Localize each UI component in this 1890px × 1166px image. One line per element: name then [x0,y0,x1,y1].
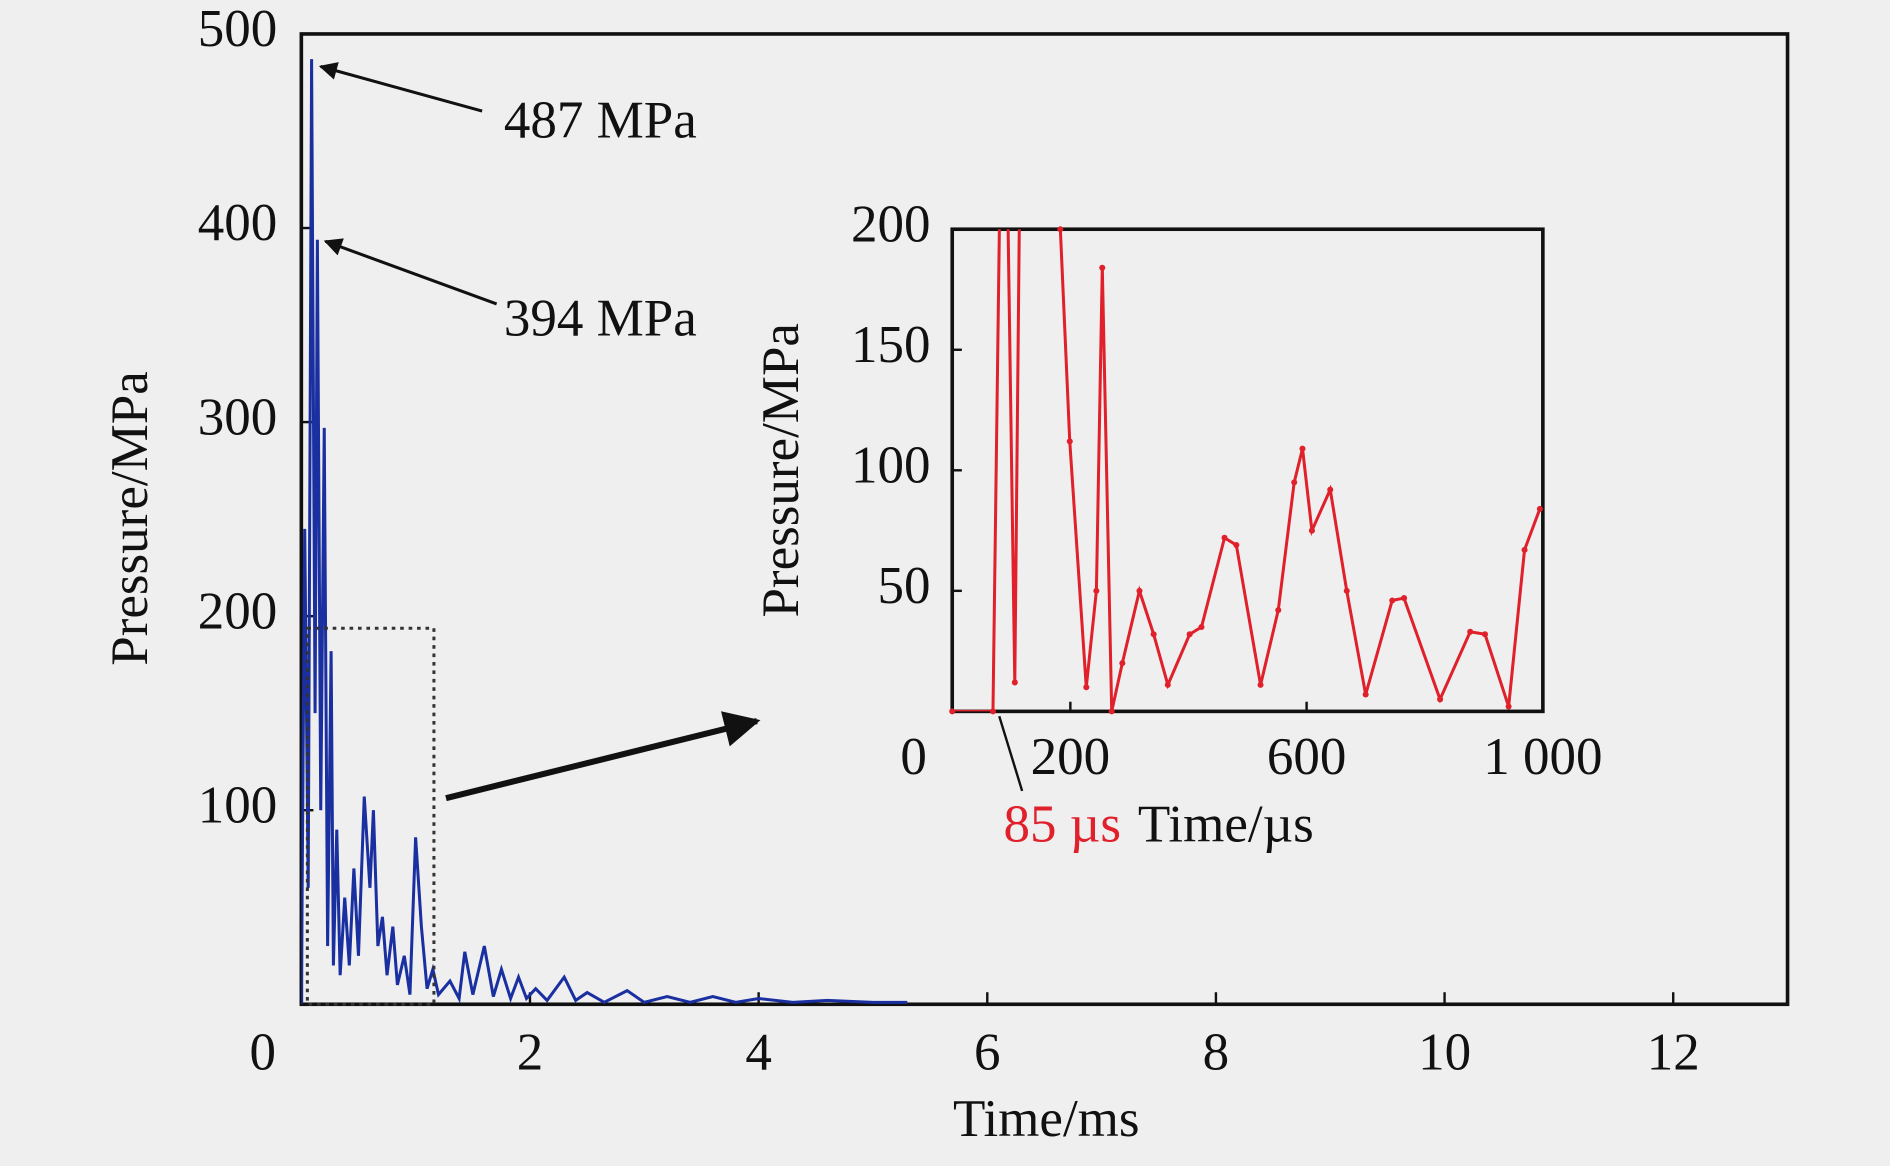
data-point [1299,445,1306,452]
x-tick-label: 10 [1418,1023,1471,1081]
plot-frame [950,227,1545,714]
data-point [1257,681,1264,688]
y-tick-label: 300 [198,388,278,446]
data-point [1308,527,1315,534]
data-point [1198,623,1205,631]
y-tick-label: 500 [198,0,278,58]
data-point [949,708,956,715]
data-line [952,229,1542,712]
data-point [1389,597,1396,604]
data-line [301,59,908,1005]
data-point [1119,660,1126,667]
data-point [1327,486,1334,493]
x-tick-label: 4 [745,1023,772,1081]
data-point [1343,587,1350,594]
x-tick-label: 0 [250,1023,277,1081]
y-axis-title: Pressure/MPa [752,323,810,618]
x-axis-title: Time/µs [1138,796,1314,854]
annotation: 85 µs [1004,796,1121,854]
data-point [1401,595,1408,602]
peak-arrow [318,62,483,113]
zoom-box [305,626,436,1006]
data-point [1150,631,1157,638]
annotation: 394 MPa [504,289,697,347]
data-point [1011,679,1018,686]
data-point [1066,438,1073,445]
data-point [1136,587,1143,594]
y-tick-label: 400 [198,194,278,252]
data-point [1186,631,1193,638]
x-tick-label: 6 [974,1023,1001,1081]
data-point [1233,542,1240,549]
y-tick-label: 200 [851,195,931,253]
data-point [1437,696,1444,703]
peak-arrow [323,238,498,306]
data-point [1108,708,1115,715]
data-point [1057,226,1064,233]
data-point [1505,703,1512,710]
data-point [1221,534,1228,541]
y-axis-title: Pressure/MPa [101,371,159,666]
data-point [1536,505,1543,512]
leader-line [998,715,1024,792]
inset-chart: 0 200 600 1 000 50 100 150 200 Pressure/MPa 85 µs… [752,195,1602,854]
data-point [1164,681,1171,688]
x-tick-label: 12 [1647,1023,1700,1081]
data-point [1362,691,1369,698]
zoom-arrow [445,711,761,802]
y-tick-label: 150 [851,316,931,374]
data-point [1467,628,1474,635]
plot-frame [299,32,1790,1007]
x-tick-label: 600 [1267,728,1347,786]
data-point [1275,607,1282,614]
data-point [989,708,996,715]
main-chart: 0 2 4 6 8 10 12100200300400500Pressure/MPaTime… [101,0,1790,1148]
x-tick-label: 0 [900,728,927,786]
y-tick-label: 200 [198,582,278,640]
y-tick-label: 100 [851,436,931,494]
data-point [1481,631,1488,638]
annotation: 487 MPa [504,92,697,150]
data-point [1099,264,1106,271]
data-point [1521,546,1528,553]
x-tick-label: 200 [1031,728,1111,786]
data-point [1291,479,1298,486]
y-tick-label: 100 [198,776,278,834]
x-tick-label: 2 [517,1023,544,1081]
x-axis-title: Time/ms [953,1090,1140,1148]
data-point [1083,684,1090,691]
x-tick-label: 1 000 [1483,728,1602,786]
x-tick-label: 8 [1203,1023,1230,1081]
y-tick-label: 50 [878,557,931,615]
data-point [1093,587,1100,594]
